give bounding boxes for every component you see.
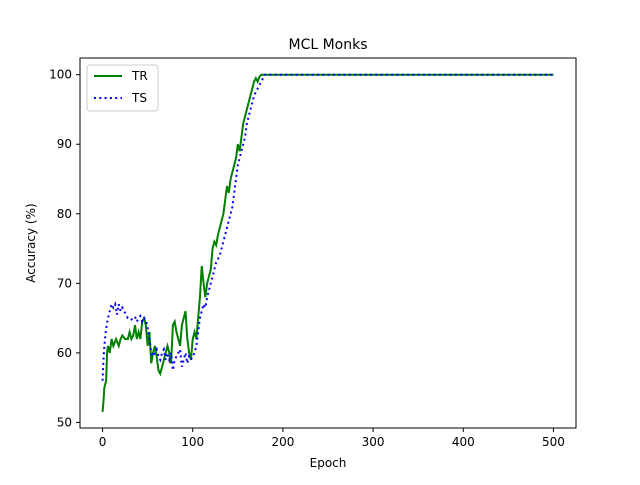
y-axis-label: Accuracy (%) [24, 203, 38, 282]
x-tick-label: 300 [362, 435, 385, 449]
y-tick-label: 70 [57, 276, 72, 290]
x-tick-label: 400 [452, 435, 475, 449]
series-layer [101, 73, 554, 413]
x-tick-label: 200 [271, 435, 294, 449]
y-tick-label: 50 [57, 415, 72, 429]
axes-frame [79, 57, 577, 429]
x-tick-label: 0 [99, 435, 107, 449]
x-tick-label: 500 [542, 435, 565, 449]
y-tick-label: 100 [49, 68, 72, 82]
y-tick-label: 80 [57, 207, 72, 221]
x-axis-label: Epoch [310, 456, 347, 470]
legend-label-tr: TR [131, 69, 148, 83]
y-tick-label: 90 [57, 137, 72, 151]
legend: TR TS [86, 64, 159, 112]
y-axis-ticks: 50 60 70 80 90 100 [49, 68, 80, 429]
y-tick-label: 60 [57, 346, 72, 360]
x-axis-ticks: 0 100 200 300 400 500 [99, 428, 565, 449]
series-line-tr [101, 73, 554, 413]
chart-title: MCL Monks [288, 37, 367, 53]
legend-label-ts: TS [131, 91, 147, 105]
x-tick-label: 100 [181, 435, 204, 449]
